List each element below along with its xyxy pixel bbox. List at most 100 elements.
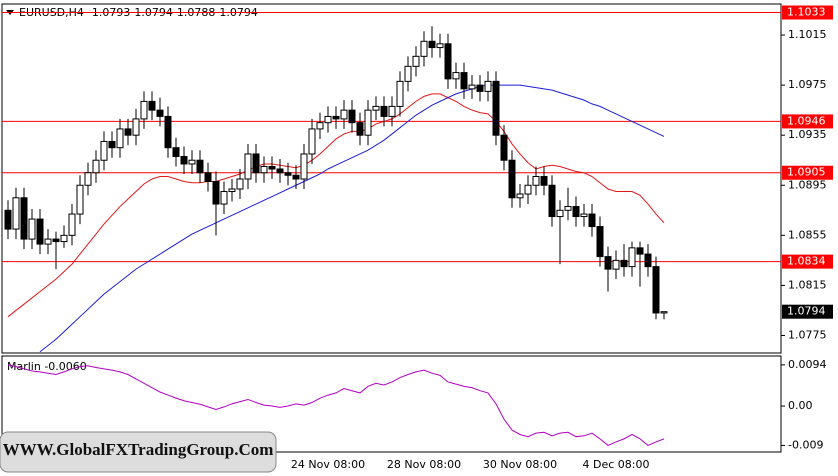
candle-body — [476, 84, 484, 92]
candle-body — [276, 168, 284, 174]
candle-body — [660, 311, 668, 314]
candle-body — [340, 109, 348, 120]
candle-body — [60, 234, 68, 243]
candle-body — [524, 184, 532, 195]
candle-body — [356, 122, 364, 136]
y-tick-label: 1.0895 — [788, 178, 827, 191]
main-panel — [1, 3, 782, 354]
level-label: 1.0946 — [787, 114, 826, 127]
y-tick-label: 1.0855 — [788, 228, 827, 241]
candle-body — [100, 140, 108, 161]
candle-body — [436, 43, 444, 49]
candle-body — [596, 226, 604, 258]
candle-body — [116, 128, 124, 149]
candle-body — [620, 259, 628, 268]
candle-body — [500, 134, 508, 161]
candle-body — [268, 165, 276, 170]
candle-body — [444, 43, 452, 80]
candle-body — [148, 100, 156, 111]
candle-body — [212, 181, 220, 205]
level-label-bg — [782, 5, 833, 20]
candle-body — [508, 159, 516, 199]
candle-body — [348, 109, 356, 124]
candle-body — [612, 259, 620, 270]
candle-body — [404, 65, 412, 82]
indicator-line — [7, 364, 665, 447]
candle-body — [604, 256, 612, 270]
candle-body — [556, 209, 564, 218]
candle-body — [580, 213, 588, 218]
y-tick-label: 0.0094 — [788, 358, 827, 371]
candle-body — [260, 165, 268, 174]
candle-body — [44, 238, 52, 245]
candle-body — [540, 175, 548, 186]
y-tick-label: 1.0975 — [788, 78, 827, 91]
candle-body — [228, 188, 236, 193]
candle-body — [188, 159, 196, 165]
candle-body — [364, 109, 372, 136]
y-tick-label: 1.0775 — [788, 328, 827, 341]
candle-body — [652, 266, 660, 314]
candle-body — [380, 105, 388, 117]
price-label: 1.0794 — [787, 305, 826, 318]
candle-body — [300, 153, 308, 180]
candle-body — [284, 172, 292, 176]
candle-body — [644, 253, 652, 268]
candle-body — [252, 153, 260, 174]
candle-body — [92, 159, 100, 174]
candle-body — [140, 100, 148, 120]
candle-body — [420, 40, 428, 57]
watermark-box: WWW.GlobalFXTradingGroup.Com — [0, 431, 277, 473]
candle-body — [156, 109, 164, 117]
y-tick-label: 1.0815 — [788, 278, 827, 291]
candle-body — [220, 191, 228, 205]
candle-body — [412, 55, 420, 67]
candle-body — [372, 105, 380, 111]
y-tick-label: -0.009 — [788, 438, 823, 451]
candle-body — [172, 147, 180, 157]
candle-body — [76, 184, 84, 215]
candle-body — [324, 115, 332, 124]
x-tick-label: 24 Nov 08:00 — [291, 458, 365, 471]
level-label: 1.1033 — [787, 6, 826, 19]
candle-body — [164, 115, 172, 149]
candle-body — [460, 72, 468, 90]
candle-body — [4, 209, 12, 230]
moving-average — [7, 93, 665, 318]
x-tick-label: 30 Nov 08:00 — [483, 458, 557, 471]
candle-body — [308, 128, 316, 155]
candle-body — [572, 206, 580, 218]
x-tick-label: 4 Dec 08:00 — [583, 458, 650, 471]
candle-body — [564, 206, 572, 211]
candle-body — [180, 155, 188, 165]
level-label-bg — [782, 165, 833, 180]
candle-body — [12, 197, 20, 230]
candle-body — [628, 247, 636, 268]
candle-body — [196, 159, 204, 174]
candle-body — [332, 115, 340, 120]
candle-body — [468, 84, 476, 90]
candle-body — [20, 197, 28, 240]
candle-body — [28, 218, 36, 240]
candle-body — [244, 153, 252, 180]
candle-body — [132, 118, 140, 136]
indicator-title: Marlin -0.0060 — [7, 360, 87, 373]
candle-body — [548, 184, 556, 218]
candle-body — [316, 122, 324, 130]
watermark: WWW.GlobalFXTradingGroup.Com — [3, 440, 274, 459]
level-label-bg — [782, 254, 833, 269]
level-label-bg — [782, 114, 833, 129]
y-tick-label: 1.1015 — [788, 28, 827, 41]
candle-body — [396, 80, 404, 107]
candle-body — [52, 238, 60, 243]
candle-body — [452, 72, 460, 80]
level-label: 1.0834 — [787, 255, 826, 268]
candle-body — [428, 40, 436, 49]
candle-body — [84, 172, 92, 186]
candle-body — [36, 218, 44, 245]
x-tick-label: 28 Nov 08:00 — [387, 458, 461, 471]
candle-body — [388, 105, 396, 117]
candle-body — [236, 178, 244, 190]
watermark-bg — [0, 431, 277, 473]
